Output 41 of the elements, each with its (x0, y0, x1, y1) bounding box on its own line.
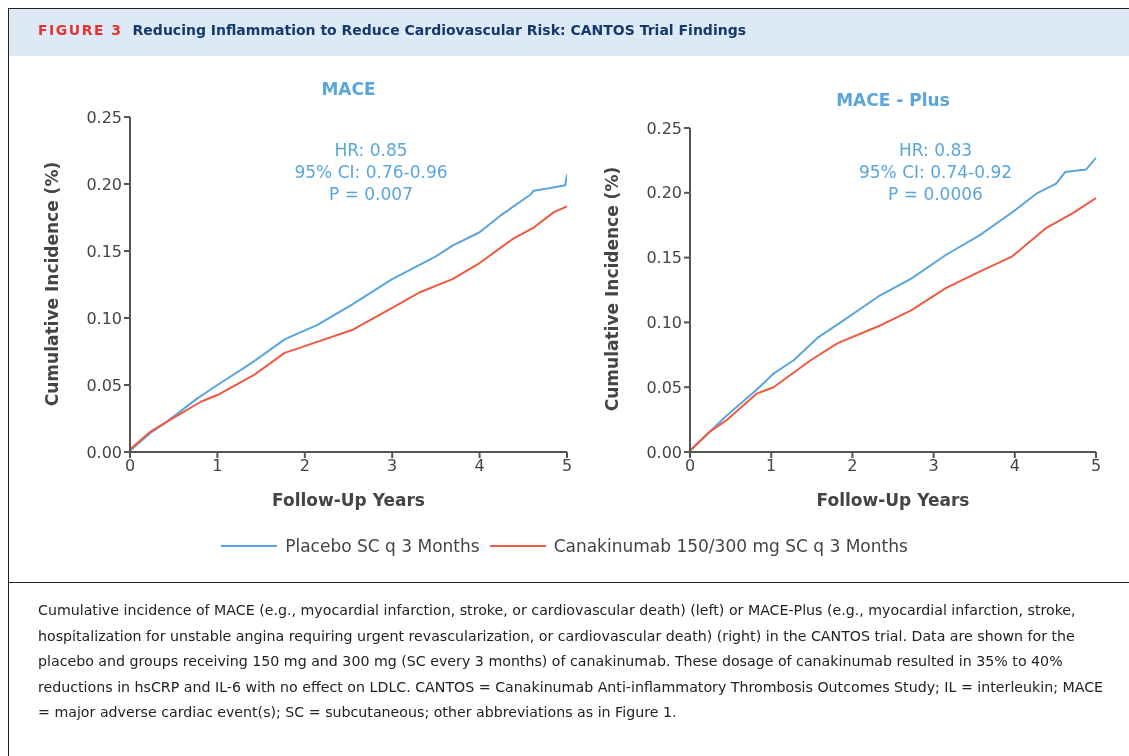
text: Reducing Inflammation to Reduce Cardiovascular Risk: CANTOS Trial Findings (132, 22, 747, 38)
x-tick-label: 1 (212, 456, 223, 476)
chart-title: MACE (320, 79, 377, 99)
legend-label: Placebo SC q 3 Months (285, 536, 480, 556)
y-tick-label: 0.05 (86, 375, 122, 395)
x-tick-label: 0 (684, 456, 696, 476)
y-tick-label: 0.20 (86, 174, 122, 194)
y-tick-label: 0.15 (86, 241, 122, 261)
x-axis-title: Follow-Up Years (815, 490, 971, 510)
chart-title: MACE - Plus (835, 90, 951, 110)
y-tick-label: 0.10 (646, 313, 682, 333)
annotation: P = 0.0006 (887, 183, 984, 205)
caption: FIGURE 3 (38, 22, 123, 38)
y-tick-label: 0.10 (86, 308, 122, 328)
y-tick-label: 0.20 (646, 183, 682, 203)
annotation: 95% CI: 0.76-0.96 (293, 161, 449, 183)
legend-label: Canakinumab 150/300 mg SC q 3 Months (553, 536, 908, 556)
y-tick-label: 0.00 (86, 442, 122, 462)
x-tick-label: 1 (766, 456, 777, 476)
x-tick-label: 5 (1090, 456, 1102, 476)
x-tick-label: 5 (561, 456, 573, 476)
x-axis-title: Follow-Up Years (271, 490, 426, 510)
y-tick-label: 0.25 (86, 107, 122, 127)
x-tick-label: 3 (928, 456, 939, 476)
x-tick-label: 3 (387, 456, 398, 476)
x-tick-label: 4 (474, 456, 485, 476)
x-tick-label: 2 (847, 456, 858, 476)
annotation: HR: 0.85 (333, 139, 409, 161)
y-axis-title: Cumulative Incidence (%) (602, 165, 622, 414)
y-tick-label: 0.15 (646, 248, 682, 268)
annotation: 95% CI: 0.74-0.92 (857, 161, 1013, 183)
y-tick-label: 0.25 (646, 118, 682, 138)
y-axis-title: Cumulative Incidence (%) (42, 160, 62, 408)
annotation: HR: 0.83 (897, 139, 974, 161)
y-tick-label: 0.00 (646, 442, 682, 462)
annotation: P = 0.007 (328, 183, 414, 205)
text: Cumulative incidence of MACE (e.g., myocardial infarction, stroke, or cardiovascular death) (left) or MACE-Plus (e.g., myocardial infarction, stroke, hospitalization for unstable angina requiring urgent revascularization, or cardiovascular death) (right) in the CANTOS trial. Data are shown for the placebo and groups receiving 150 mg and 300 mg (SC every 3 months) of canakinumab. These dosage of canakinumab resulted in 35% to 40% reductions in hsCRP and IL-6 with no effect on LDLC. CANTOS = Canakinumab Anti-inflammatory Thrombosis Outcomes Study; IL = interleukin; MACE = major adverse cardiac event(s); SC = subcutaneous; other abbreviations as in Figure 1. (38, 601, 1105, 722)
x-tick-label: 0 (124, 456, 136, 476)
x-tick-label: 4 (1009, 456, 1020, 476)
x-tick-label: 2 (299, 456, 310, 476)
y-tick-label: 0.05 (646, 377, 682, 397)
